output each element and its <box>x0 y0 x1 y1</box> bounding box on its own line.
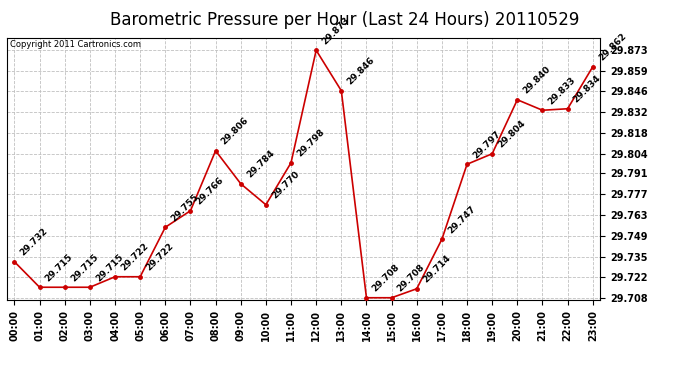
Text: 29.715: 29.715 <box>43 252 75 283</box>
Text: 29.806: 29.806 <box>219 116 250 147</box>
Text: 29.798: 29.798 <box>295 128 326 159</box>
Text: 29.797: 29.797 <box>471 129 502 160</box>
Text: 29.722: 29.722 <box>144 242 175 273</box>
Text: 29.708: 29.708 <box>396 262 426 294</box>
Text: 29.862: 29.862 <box>597 32 628 63</box>
Text: 29.755: 29.755 <box>170 192 201 223</box>
Text: 29.834: 29.834 <box>572 74 603 105</box>
Text: 29.770: 29.770 <box>270 170 301 201</box>
Text: 29.708: 29.708 <box>371 262 402 294</box>
Text: 29.804: 29.804 <box>496 118 527 150</box>
Text: 29.715: 29.715 <box>69 252 100 283</box>
Text: 29.722: 29.722 <box>119 242 150 273</box>
Text: 29.747: 29.747 <box>446 204 477 235</box>
Text: 29.732: 29.732 <box>19 226 50 258</box>
Text: 29.784: 29.784 <box>245 148 276 180</box>
Text: 29.714: 29.714 <box>421 254 452 285</box>
Text: Barometric Pressure per Hour (Last 24 Hours) 20110529: Barometric Pressure per Hour (Last 24 Ho… <box>110 11 580 29</box>
Text: 29.846: 29.846 <box>346 56 377 87</box>
Text: 29.833: 29.833 <box>546 75 578 106</box>
Text: 29.715: 29.715 <box>94 252 125 283</box>
Text: 29.840: 29.840 <box>522 64 553 96</box>
Text: 29.766: 29.766 <box>195 176 226 207</box>
Text: Copyright 2011 Cartronics.com: Copyright 2011 Cartronics.com <box>10 40 141 49</box>
Text: 29.873: 29.873 <box>320 15 351 46</box>
